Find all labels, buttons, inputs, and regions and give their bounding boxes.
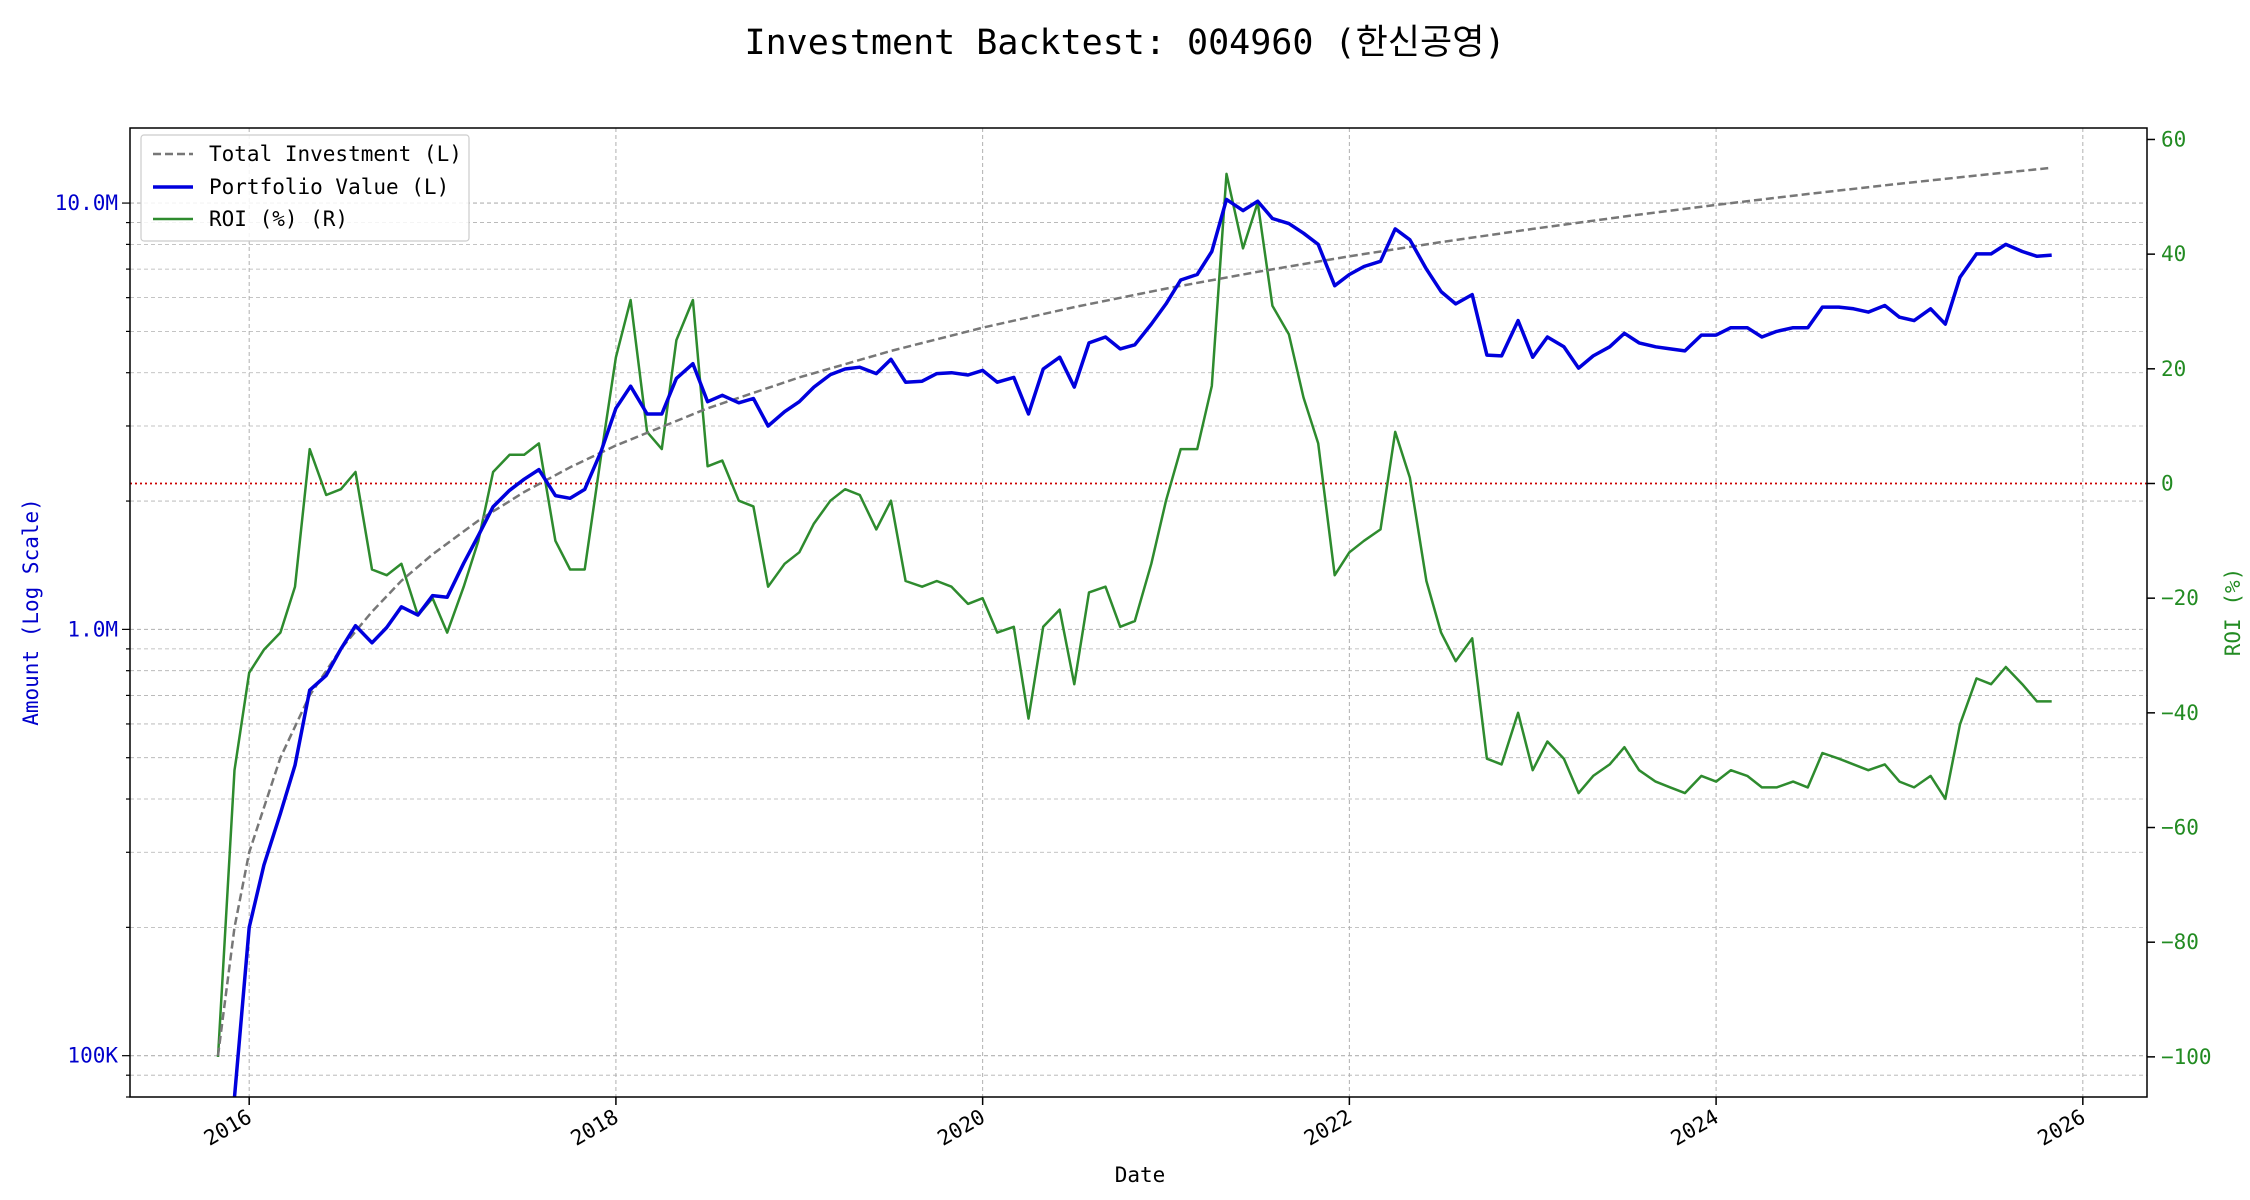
y-left-tick-label: 100K (67, 1044, 118, 1068)
y-axis-left-label: Amount (Log Scale) (19, 498, 43, 726)
legend: Total Investment (L) Portfolio Value (L)… (140, 134, 470, 242)
y-right-tick-label: −100 (2161, 1045, 2212, 1069)
x-tick-label: 2020 (933, 1105, 989, 1151)
x-tick-label: 2022 (1300, 1105, 1356, 1151)
x-tick-label: 2018 (567, 1105, 623, 1151)
y-right-tick-label: −40 (2161, 701, 2199, 725)
chart-title: Investment Backtest: 004960 (한신공영) (744, 23, 1506, 63)
portfolio-value-line (232, 197, 2052, 1097)
plot-frame (129, 127, 2148, 1098)
y-right-tick-label: 20 (2161, 357, 2186, 381)
y-right-tick-label: −80 (2161, 930, 2199, 954)
grid-layer (130, 128, 2147, 1098)
axis-layer: 2016 2018 2020 2022 2024 2026 100K 1.0M 10.0M 60 4… (55, 127, 2212, 1150)
y-right-tick-label: 0 (2161, 471, 2174, 495)
y-right-tick-label: 60 (2161, 127, 2186, 151)
x-tick-label: 2026 (2034, 1105, 2090, 1151)
x-tick-label: 2016 (200, 1105, 256, 1151)
roi-line (216, 172, 2052, 1057)
y-right-tick-label: −20 (2161, 586, 2199, 610)
y-axis-right-label: ROI (%) (2221, 568, 2245, 657)
legend-box (140, 134, 470, 242)
legend-label-portfolio-value: Portfolio Value (L) (209, 175, 449, 199)
x-tick-label: 2024 (1667, 1105, 1723, 1151)
y-left-tick-label: 10.0M (55, 191, 118, 215)
y-right-tick-label: −60 (2161, 816, 2199, 840)
total-investment-line (216, 166, 2052, 1056)
y-left-tick-label: 1.0M (67, 617, 118, 641)
y-right-tick-label: 40 (2161, 242, 2186, 266)
series-layer (216, 166, 2052, 1097)
legend-label-total-investment: Total Investment (L) (209, 142, 462, 166)
x-axis-label: Date (1115, 1163, 1166, 1187)
legend-label-roi: ROI (%) (R) (209, 207, 348, 231)
